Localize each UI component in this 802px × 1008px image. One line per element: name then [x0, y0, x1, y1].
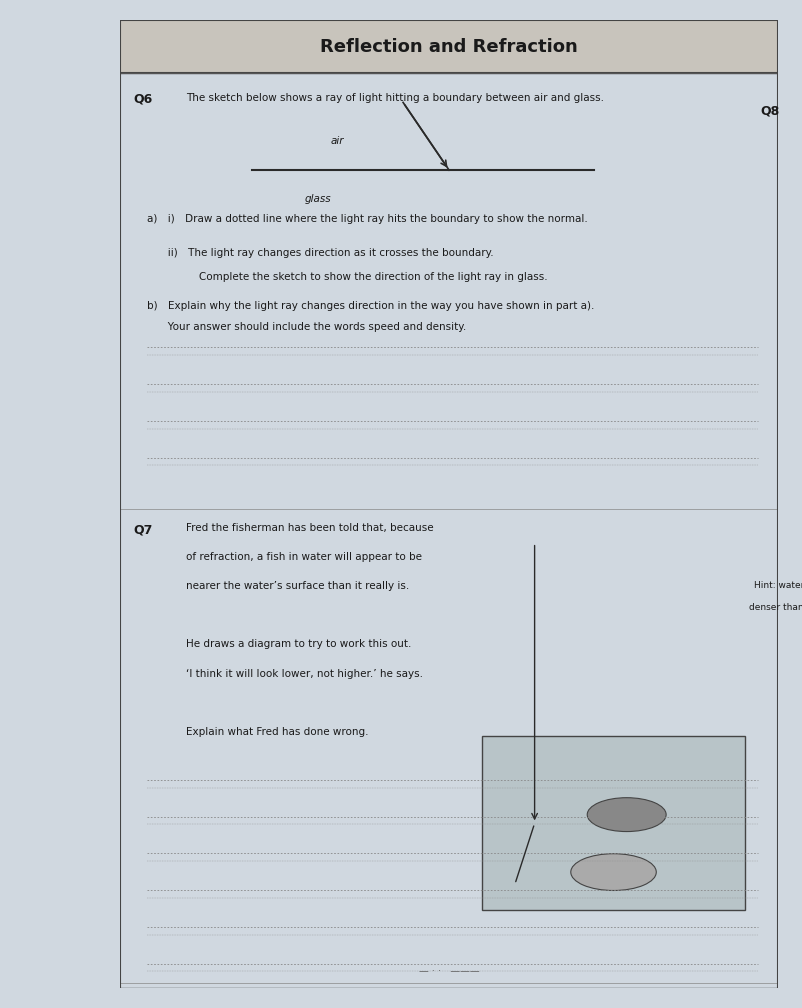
Text: Your answer should include the words speed and density.: Your answer should include the words spe…	[147, 323, 466, 332]
Text: Reflection and Refraction: Reflection and Refraction	[320, 38, 578, 56]
Text: a) i) Draw a dotted line where the light ray hits the boundary to show the norma: a) i) Draw a dotted line where the light…	[147, 214, 587, 224]
Text: The sketch below shows a ray of light hitting a boundary between air and glass.: The sketch below shows a ray of light hi…	[186, 93, 604, 103]
Text: Hint: water is: Hint: water is	[754, 582, 802, 591]
Text: ‘I think it will look lower, not higher.’ he says.: ‘I think it will look lower, not higher.…	[186, 668, 423, 678]
Text: Explain what Fred has done wrong.: Explain what Fred has done wrong.	[186, 727, 369, 737]
Ellipse shape	[571, 854, 656, 890]
Text: air: air	[330, 136, 344, 146]
Text: Q8: Q8	[760, 105, 780, 118]
Text: nearer the water’s surface than it really is.: nearer the water’s surface than it reall…	[186, 582, 409, 592]
Text: of refraction, a fish in water will appear to be: of refraction, a fish in water will appe…	[186, 552, 422, 562]
Text: ii) The light ray changes direction as it crosses the boundary.: ii) The light ray changes direction as i…	[147, 248, 493, 258]
Text: Fred the fisherman has been told that, because: Fred the fisherman has been told that, b…	[186, 523, 434, 533]
Text: b) Explain why the light ray changes direction in the way you have shown in part: b) Explain why the light ray changes dir…	[147, 300, 594, 310]
Text: Q6: Q6	[133, 93, 152, 106]
Text: Complete the sketch to show the direction of the light ray in glass.: Complete the sketch to show the directio…	[147, 272, 547, 282]
FancyBboxPatch shape	[120, 20, 778, 74]
Text: denser than air.: denser than air.	[749, 603, 802, 612]
Text: Q7: Q7	[133, 523, 153, 536]
Text: He draws a diagram to try to work this out.: He draws a diagram to try to work this o…	[186, 639, 411, 649]
FancyBboxPatch shape	[482, 736, 745, 910]
Text: glass: glass	[305, 195, 331, 205]
Ellipse shape	[587, 797, 666, 832]
Text: — · ·   ———: — · · ———	[419, 967, 480, 976]
